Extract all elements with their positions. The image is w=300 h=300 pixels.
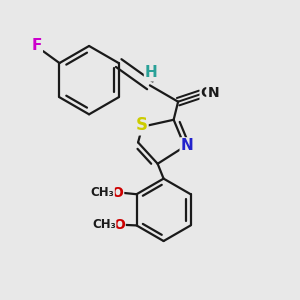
Text: F: F [32,38,42,53]
Text: CH₃: CH₃ [91,186,114,199]
Text: N: N [207,86,219,100]
Text: N: N [181,138,194,153]
Text: CH₃: CH₃ [92,218,116,231]
Text: C: C [201,86,211,100]
Text: O: O [113,218,125,232]
Text: H: H [145,65,158,80]
Text: O: O [111,186,123,200]
Text: S: S [135,116,147,134]
